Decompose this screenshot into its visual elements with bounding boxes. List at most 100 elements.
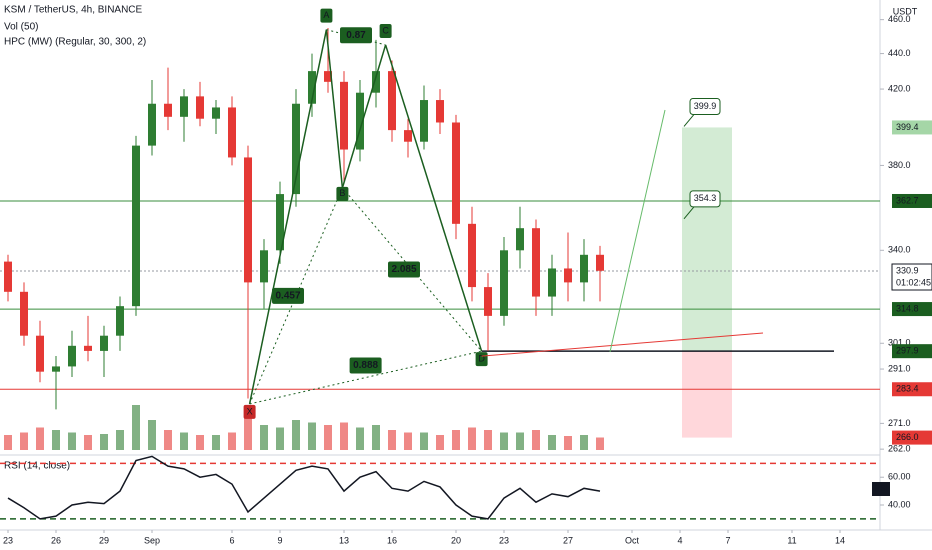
candle-body [500,250,508,316]
pattern-point-label: C [382,25,389,35]
x-tick-label: 16 [387,535,397,545]
pattern-point-label: B [339,188,345,198]
x-tick-label: 11 [787,535,796,545]
price-tag [892,382,932,397]
target-zone [682,127,732,352]
candle-body [276,194,284,251]
volume-bar [132,405,140,450]
y-tick-label: 291.0 [888,363,911,373]
trendline [481,332,764,357]
price-tag [892,430,932,445]
volume-bar [516,432,524,450]
y-tick-label: 440.0 [888,48,911,58]
candle-body [420,100,428,142]
candle-body [324,71,332,82]
volume-bar [84,435,92,450]
pattern-point-label: X [247,406,253,416]
volume-bar [356,427,364,450]
symbol-title: KSM / TetherUS, 4h, BINANCE [4,5,143,16]
x-tick-label: 6 [229,535,234,545]
x-tick-label: 13 [339,535,349,545]
candle-body [228,107,236,158]
candle-body [68,345,76,367]
volume-bar [68,432,76,450]
x-tick-label: 20 [451,535,461,545]
main-pane: 0.457 0.87 2.085 0.888 X A B C D 399.9 354.3 [0,8,880,450]
volume-bar [420,432,428,450]
currency-label: USDT [893,6,918,16]
x-tick-label: 23 [499,535,509,545]
volume-bar [324,425,332,450]
volume-bar [596,437,604,450]
rsi-badge: RSI [874,484,887,493]
candle-body [532,228,540,297]
volume-bar [228,432,236,450]
pattern-line [342,187,482,352]
indicator-label: Vol (50) [4,22,38,33]
volume-bar [116,430,124,450]
ratio-box [388,261,420,278]
pattern-line [249,187,343,405]
volume-bar [388,430,396,450]
pattern-point [379,23,392,38]
x-tick-label: 27 [563,535,573,545]
volume-bar [196,435,204,450]
candle-body [404,130,412,142]
rsi-tick-label: 40.00 [888,499,911,509]
rsi-line [7,455,601,520]
candle-body [116,306,124,336]
price-tag [892,120,932,135]
candle-body [20,291,28,336]
price-tag [891,263,932,291]
ratio-label: 2.085 [391,264,416,275]
candle-body [596,254,604,271]
y-tick-label: 262.0 [888,444,911,454]
volume-bar [564,436,572,450]
x-tick-label: 7 [725,535,730,545]
candle-body [516,228,524,251]
callout-label: 354.3 [694,193,717,203]
candle-body [132,145,140,307]
ratio-label: 0.888 [353,360,378,371]
volume-bar [548,435,556,450]
candle-body [292,103,300,195]
candle-body [564,268,572,283]
price-tag-label: 314.8 [896,303,919,313]
volume-bar [260,425,268,450]
candle-body [4,261,12,292]
y-tick-label: 340.0 [888,245,911,255]
volume-bar [580,435,588,450]
price-tag [892,193,932,208]
ratio-label: 0.457 [275,291,300,302]
rsi-tick-label: 60.00 [888,472,911,482]
countdown: 01:02:45 [896,277,931,287]
candle-body [388,71,396,131]
candle-body [84,345,92,351]
price-tag-label: 297.9 [896,346,919,356]
callout-box [689,190,721,208]
callout-box [689,97,721,115]
price-tag [892,344,932,359]
ratio-label: 0.87 [346,30,366,41]
callout-stem [683,114,695,127]
pattern-line [325,29,344,188]
candle-body [484,287,492,316]
x-tick-label: 14 [835,535,845,545]
ratio-box [272,287,304,304]
callout-stem [683,206,695,220]
pattern-point-label: A [323,10,329,20]
volume-bar [180,432,188,450]
candle-body [164,103,172,117]
x-tick-label: 23 [3,535,13,545]
candle-body [308,71,316,104]
volume-bar [436,435,444,450]
price-tag-label: 283.4 [896,384,919,394]
x-tick-label: 26 [51,535,61,545]
volume-bar [36,427,44,450]
volume-bar [308,422,316,450]
price-tag-label: 362.7 [896,195,919,205]
candle-body [452,122,460,224]
pattern-point-label: D [478,354,485,364]
candle-body [356,92,364,150]
candle-body [36,335,44,372]
